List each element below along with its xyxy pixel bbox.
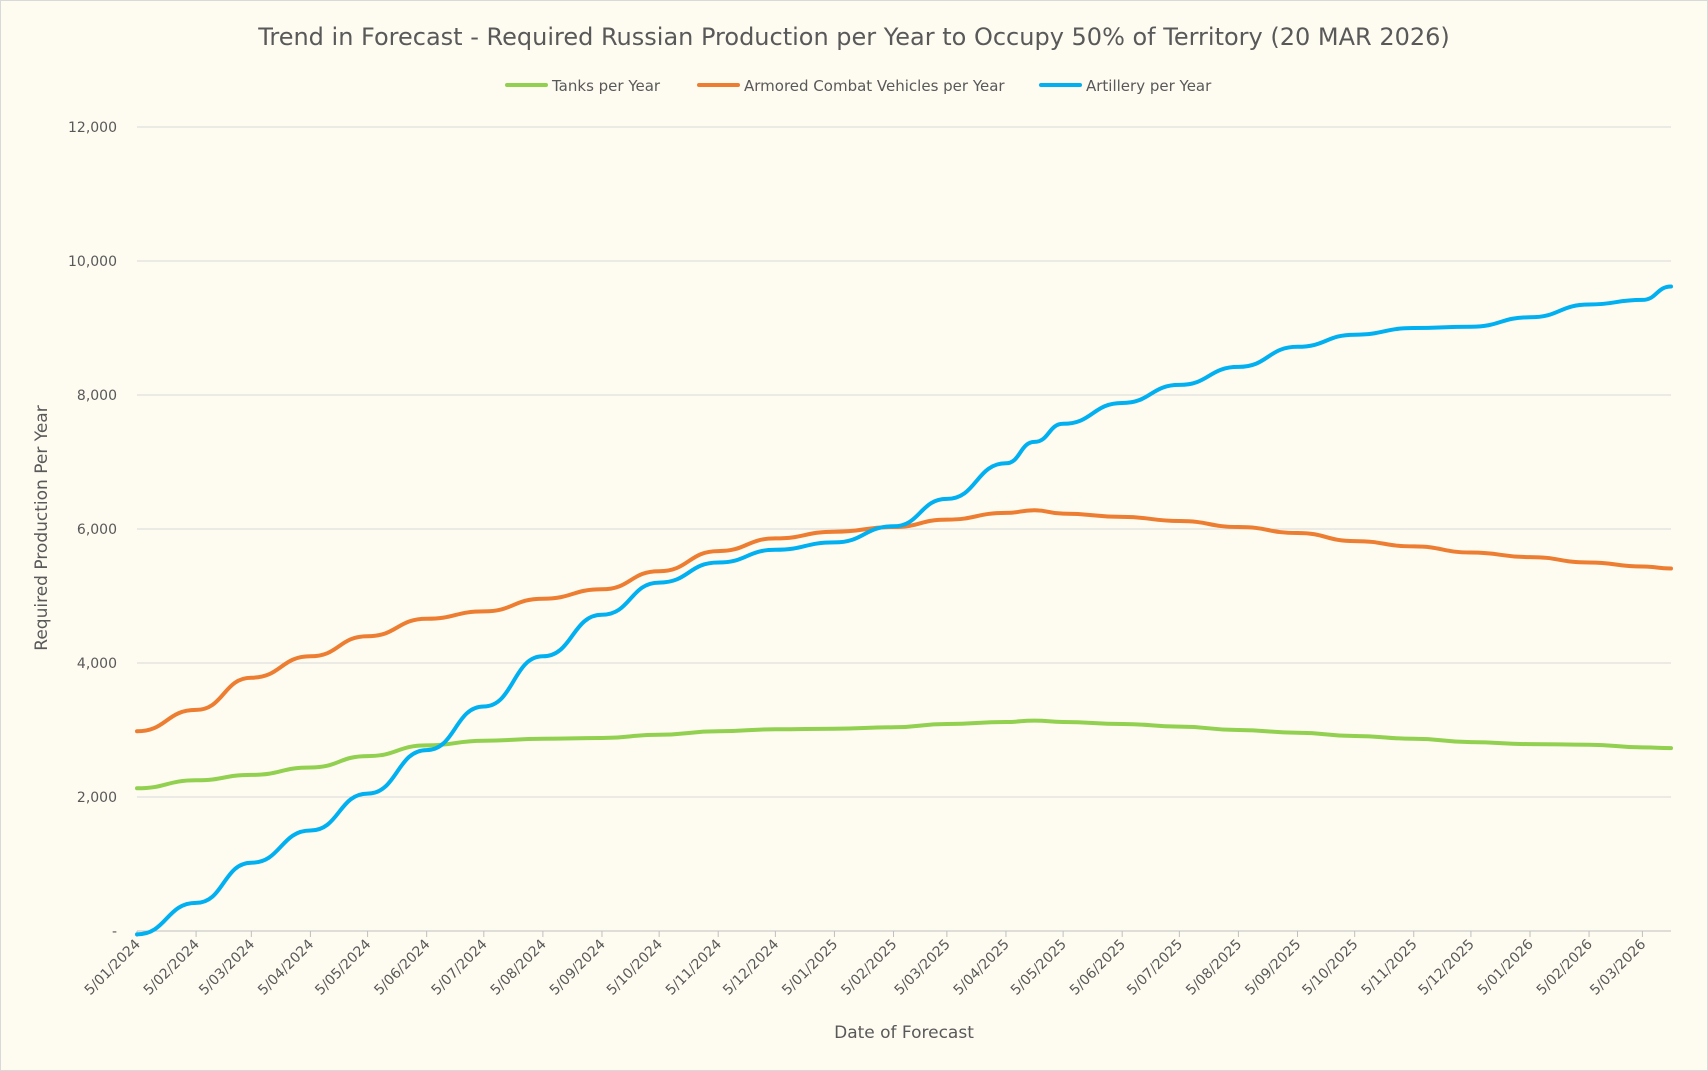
x-tick-label: 5/06/2024: [371, 936, 433, 998]
y-axis-title: Required Production Per Year: [32, 405, 52, 650]
series-lines: [135, 284, 1673, 937]
x-tick-label: 5/02/2026: [1534, 936, 1596, 998]
legend: Tanks per Year Armored Combat Vehicles p…: [505, 77, 1212, 95]
x-axis-ticks: 5/01/20245/02/20245/03/20245/04/20245/05…: [82, 931, 1649, 999]
legend-label-artillery: Artillery per Year: [1086, 77, 1212, 95]
x-tick-label: 5/02/2025: [838, 937, 900, 999]
x-tick-label: 5/12/2025: [1416, 937, 1478, 999]
x-tick-label: 5/03/2024: [196, 936, 258, 998]
x-tick-label: 5/03/2026: [1587, 936, 1649, 998]
x-tick-label: 5/07/2024: [429, 936, 491, 998]
legend-item-tanks: Tanks per Year: [505, 77, 661, 95]
y-tick-label: -: [112, 924, 117, 940]
x-tick-label: 5/12/2024: [720, 936, 782, 998]
x-tick-label: 5/06/2025: [1067, 937, 1129, 999]
legend-item-artillery: Artillery per Year: [1039, 77, 1212, 95]
x-tick-label: 5/04/2025: [951, 937, 1013, 999]
series-line-artillery: [135, 284, 1673, 937]
x-tick-label: 5/05/2024: [312, 936, 374, 998]
x-tick-label: 5/08/2024: [488, 936, 550, 998]
legend-label-acv: Armored Combat Vehicles per Year: [744, 77, 1005, 95]
x-tick-label: 5/01/2026: [1475, 936, 1537, 998]
x-tick-label: 5/11/2024: [663, 936, 725, 998]
legend-item-acv: Armored Combat Vehicles per Year: [697, 77, 1005, 95]
x-tick-label: 5/11/2025: [1358, 937, 1420, 999]
legend-label-tanks: Tanks per Year: [551, 77, 661, 95]
series-line-tanks: [135, 718, 1673, 791]
x-tick-label: 5/05/2025: [1008, 937, 1070, 999]
y-tick-label: 4,000: [77, 656, 117, 672]
gridlines: [137, 126, 1671, 932]
y-tick-label: 2,000: [77, 790, 117, 806]
x-tick-label: 5/09/2025: [1242, 937, 1304, 999]
series-line-acv: [135, 508, 1673, 734]
x-tick-label: 5/10/2024: [604, 936, 666, 998]
x-tick-label: 5/04/2024: [255, 936, 317, 998]
y-tick-label: 10,000: [68, 254, 117, 270]
x-tick-label: 5/01/2024: [82, 936, 144, 998]
y-axis-ticks: - 2,000 4,000 6,000 8,000 10,000 12,000: [68, 120, 117, 940]
x-tick-label: 5/07/2025: [1124, 937, 1186, 999]
y-tick-label: 12,000: [68, 120, 117, 136]
chart-title: Trend in Forecast - Required Russian Pro…: [257, 23, 1450, 51]
x-axis-title: Date of Forecast: [834, 1023, 974, 1043]
y-tick-label: 8,000: [77, 388, 117, 404]
x-tick-label: 5/03/2025: [892, 937, 954, 999]
x-tick-label: 5/10/2025: [1299, 937, 1361, 999]
x-tick-label: 5/08/2025: [1183, 937, 1245, 999]
y-tick-label: 6,000: [77, 522, 117, 538]
x-tick-label: 5/09/2024: [547, 936, 609, 998]
x-tick-label: 5/01/2025: [779, 937, 841, 999]
x-tick-label: 5/02/2024: [141, 936, 203, 998]
